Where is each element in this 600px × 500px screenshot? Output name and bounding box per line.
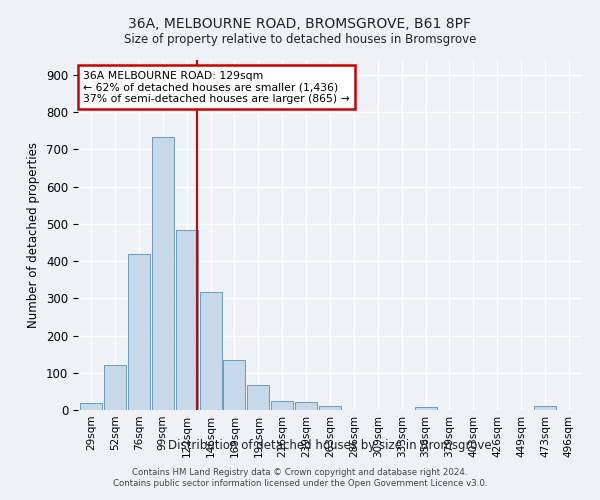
Bar bbox=[247, 386, 269, 410]
Bar bbox=[534, 406, 556, 410]
Bar bbox=[80, 402, 102, 410]
Text: Distribution of detached houses by size in Bromsgrove: Distribution of detached houses by size … bbox=[168, 440, 492, 452]
Y-axis label: Number of detached properties: Number of detached properties bbox=[28, 142, 40, 328]
Bar bbox=[271, 400, 293, 410]
Bar bbox=[128, 254, 150, 410]
Bar bbox=[176, 230, 197, 410]
Text: 36A MELBOURNE ROAD: 129sqm
← 62% of detached houses are smaller (1,436)
37% of s: 36A MELBOURNE ROAD: 129sqm ← 62% of deta… bbox=[83, 70, 350, 104]
Bar bbox=[295, 402, 317, 410]
Text: Size of property relative to detached houses in Bromsgrove: Size of property relative to detached ho… bbox=[124, 32, 476, 46]
Bar bbox=[104, 364, 126, 410]
Text: 36A, MELBOURNE ROAD, BROMSGROVE, B61 8PF: 36A, MELBOURNE ROAD, BROMSGROVE, B61 8PF bbox=[128, 18, 472, 32]
Text: Contains HM Land Registry data © Crown copyright and database right 2024.
Contai: Contains HM Land Registry data © Crown c… bbox=[113, 468, 487, 487]
Bar bbox=[223, 360, 245, 410]
Bar bbox=[200, 292, 221, 410]
Bar bbox=[415, 407, 437, 410]
Bar bbox=[152, 137, 174, 410]
Bar bbox=[319, 406, 341, 410]
